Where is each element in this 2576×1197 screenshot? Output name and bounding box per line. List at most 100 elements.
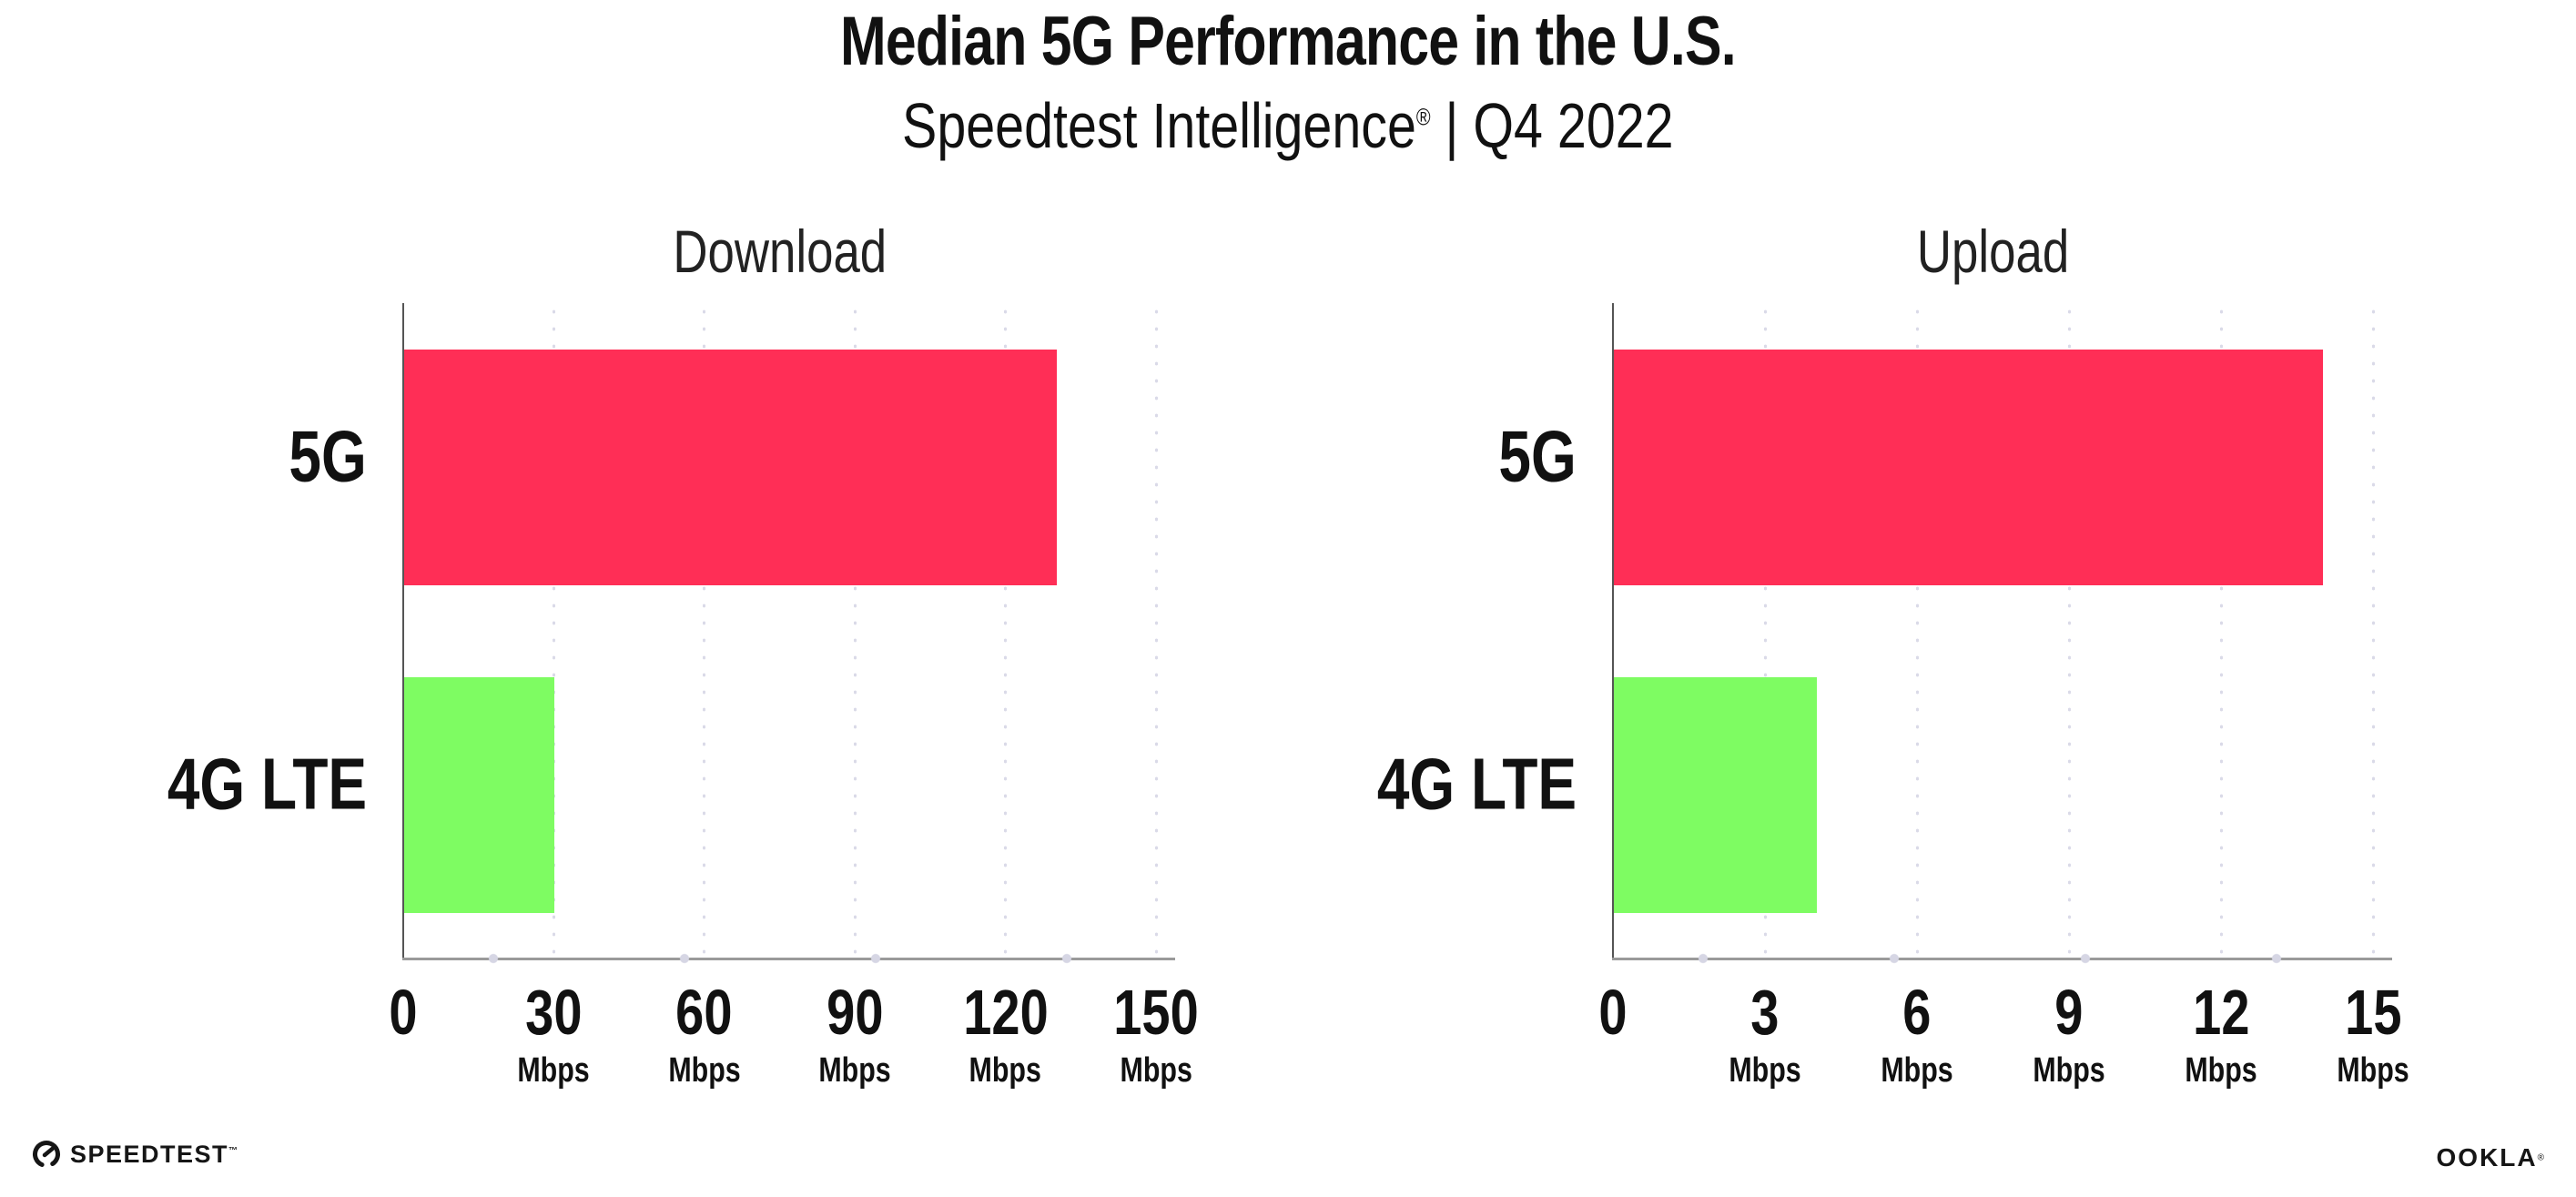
ookla-wordmark: OOKLA <box>2436 1143 2538 1172</box>
tick-number-text: 3 <box>1750 977 1780 1048</box>
gridline <box>1004 303 1008 959</box>
tick-number: 30 <box>509 979 599 1046</box>
y-axis-line <box>402 303 404 959</box>
tick-number: 12 <box>2175 979 2266 1046</box>
tick-number: 90 <box>810 979 900 1046</box>
bar-4g-lte <box>1614 676 1817 913</box>
chart-title: Upload <box>1613 218 2373 301</box>
tick-unit: Mbps <box>509 1050 599 1091</box>
tick-unit-text: Mbps <box>517 1051 591 1090</box>
page-subtitle-text: Speedtest Intelligence® | Q4 2022 <box>902 87 1674 164</box>
tick-unit-text: Mbps <box>969 1051 1042 1090</box>
tick-unit-text: Mbps <box>2185 1051 2257 1090</box>
tick-number-text: 150 <box>1113 977 1199 1048</box>
registered-mark-icon: ® <box>2537 1152 2544 1163</box>
x-axis-line <box>402 958 1175 960</box>
page-title: Median 5G Performance in the U.S. <box>0 2 2576 101</box>
category-label: 4G LTE <box>1327 743 1577 846</box>
x-axis-dots <box>1607 953 2393 964</box>
tick-number-text: 6 <box>1902 977 1932 1048</box>
chart-title-text: Upload <box>1916 218 2070 285</box>
speedtest-wordmark: SPEEDTEST™ <box>70 1140 239 1168</box>
gridline <box>703 303 706 959</box>
tick-unit: Mbps <box>952 1050 1059 1091</box>
tick-number-text: 90 <box>827 977 884 1048</box>
tick-number-text: 60 <box>675 977 733 1048</box>
speedtest-gauge-icon <box>32 1141 60 1168</box>
tick-unit: Mbps <box>659 1050 749 1091</box>
tick-number-text: 30 <box>525 977 583 1048</box>
gridline <box>552 303 555 959</box>
category-label-text: 4G LTE <box>1376 743 1577 825</box>
subtitle-brand: Speedtest Intelligence <box>902 90 1417 161</box>
bar-5g <box>1614 349 2324 585</box>
ookla-logo: OOKLA® <box>2437 1143 2544 1172</box>
gridline <box>2219 303 2223 959</box>
tick-unit: Mbps <box>810 1050 900 1091</box>
gridline <box>2371 303 2375 959</box>
category-label-text: 5G <box>289 415 367 497</box>
x-tick-label: 0 <box>386 979 421 1046</box>
bar-4g-lte <box>404 676 555 913</box>
category-label: 5G <box>1479 415 1577 518</box>
tick-unit-text: Mbps <box>2033 1051 2105 1090</box>
tick-unit: Mbps <box>1719 1050 1810 1091</box>
tick-unit: Mbps <box>2328 1050 2418 1091</box>
bar-5g <box>404 349 1057 585</box>
x-tick-label: 150 Mbps <box>1103 979 1210 1091</box>
speedtest-logo: SPEEDTEST™ <box>32 1138 239 1171</box>
x-tick-label: 120 Mbps <box>952 979 1059 1091</box>
tick-number: 0 <box>386 979 421 1046</box>
tick-number: 0 <box>1596 979 1631 1046</box>
x-tick-label: 15 Mbps <box>2328 979 2418 1091</box>
chart-title: Download <box>403 218 1156 301</box>
registered-mark-icon: ® <box>1416 103 1431 131</box>
tick-unit-text: Mbps <box>1729 1051 1801 1090</box>
x-tick-label: 3 Mbps <box>1719 979 1810 1091</box>
tick-number-text: 12 <box>2192 977 2250 1048</box>
tick-unit-text: Mbps <box>668 1051 741 1090</box>
y-axis-line <box>1612 303 1614 959</box>
plot-area: 0 3 Mbps 6 Mbps 9 Mbps 12 Mbps 15 Mbps 5G 4G LTE <box>1377 303 2409 1090</box>
category-label: 5G <box>269 415 367 518</box>
tick-unit: Mbps <box>1871 1050 1962 1091</box>
plot-area: 0 30 Mbps 60 Mbps 90 Mbps 120 Mbps 150 Mbps 5G 4G LT… <box>167 303 1199 1090</box>
gridline <box>1763 303 1767 959</box>
category-label-text: 5G <box>1498 415 1577 497</box>
x-tick-label: 90 Mbps <box>810 979 900 1091</box>
x-tick-label: 12 Mbps <box>2175 979 2266 1091</box>
tick-unit-text: Mbps <box>1120 1051 1192 1090</box>
category-label: 4G LTE <box>117 744 367 846</box>
gridline <box>1915 303 1919 959</box>
tick-number-text: 9 <box>2054 977 2084 1048</box>
tick-number: 3 <box>1719 979 1810 1046</box>
subtitle-period: | Q4 2022 <box>1430 90 1674 161</box>
tick-number: 120 <box>952 979 1059 1046</box>
trademark-icon: ™ <box>228 1145 239 1156</box>
x-tick-label: 60 Mbps <box>659 979 749 1091</box>
tick-number: 9 <box>2023 979 2114 1046</box>
tick-unit-text: Mbps <box>2337 1051 2409 1090</box>
x-axis-dots <box>398 953 1176 964</box>
x-tick-label: 0 <box>1596 979 1631 1046</box>
tick-unit: Mbps <box>1103 1050 1210 1091</box>
x-axis-line <box>1612 958 2392 960</box>
page-title-text: Median 5G Performance in the U.S. <box>840 3 1737 80</box>
chart-title-text: Download <box>673 218 887 285</box>
gridline <box>2067 303 2071 959</box>
tick-number-text: 0 <box>1598 977 1628 1048</box>
page-subtitle: Speedtest Intelligence® | Q4 2022 <box>0 87 2576 182</box>
tick-number: 60 <box>659 979 749 1046</box>
x-tick-label: 9 Mbps <box>2023 979 2114 1091</box>
tick-unit-text: Mbps <box>818 1051 891 1090</box>
tick-number: 6 <box>1871 979 1962 1046</box>
tick-unit: Mbps <box>2175 1050 2266 1091</box>
tick-number-text: 15 <box>2344 977 2402 1048</box>
tick-unit-text: Mbps <box>1881 1051 1953 1090</box>
tick-number-text: 0 <box>389 977 418 1048</box>
tick-number: 15 <box>2328 979 2418 1046</box>
x-tick-label: 30 Mbps <box>509 979 599 1091</box>
tick-number: 150 <box>1103 979 1210 1046</box>
x-tick-label: 6 Mbps <box>1871 979 1962 1091</box>
